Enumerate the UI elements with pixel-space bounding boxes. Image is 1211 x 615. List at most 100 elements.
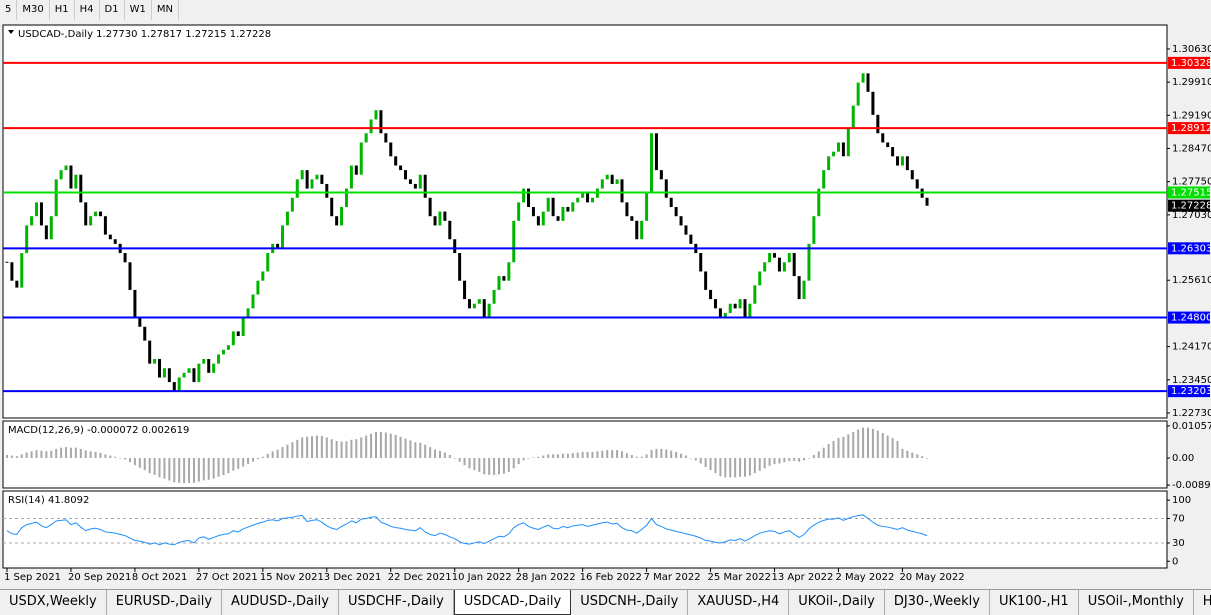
timeframe-toolbar: 5 M30 H1 H4 D1 W1 MN <box>0 0 179 20</box>
candle <box>162 368 166 378</box>
x-tick-label: 27 Oct 2021 <box>196 572 258 583</box>
candle <box>418 174 422 189</box>
candle <box>172 382 176 392</box>
candle <box>448 220 452 240</box>
chart-tab[interactable]: EURUSD-,Daily <box>107 590 223 615</box>
chart-tab[interactable]: USDCAD-,Daily <box>453 590 572 615</box>
timeframe-button[interactable]: D1 <box>100 0 125 20</box>
macd-bar <box>335 441 338 458</box>
macd-bar <box>6 454 8 458</box>
timeframe-button[interactable]: H1 <box>50 0 75 20</box>
x-tick-label: 8 Oct 2021 <box>132 572 187 583</box>
candle <box>108 234 112 240</box>
chart-tab[interactable]: UK100-,H1 <box>990 590 1079 615</box>
chart-tab[interactable]: USDCHF-,Daily <box>339 590 454 615</box>
candle <box>369 119 373 134</box>
candle <box>674 206 678 217</box>
candle <box>817 188 821 217</box>
chart-tab[interactable]: UKOil-,Daily <box>789 590 885 615</box>
candle <box>438 211 442 226</box>
candle <box>335 216 339 226</box>
candle <box>590 197 594 203</box>
panel-border <box>2 24 1168 419</box>
candle <box>517 202 521 221</box>
macd-bar <box>94 451 97 458</box>
chart-tab[interactable]: HK50- <box>1194 590 1211 615</box>
candle <box>10 262 14 281</box>
y-tick-label: 1.28470 <box>1172 143 1211 154</box>
x-tick-label: 20 May 2022 <box>899 572 964 583</box>
macd-bar <box>867 427 869 458</box>
candle <box>394 156 398 166</box>
candle <box>600 179 604 189</box>
candle <box>758 271 762 286</box>
candle <box>684 225 688 235</box>
macd-bar <box>104 454 107 458</box>
macd-bar <box>886 435 889 458</box>
candle <box>133 289 137 318</box>
macd-bar <box>114 456 117 458</box>
candle <box>586 193 590 203</box>
candle <box>556 216 560 221</box>
candle <box>615 179 619 184</box>
macd-bar <box>507 457 510 472</box>
x-tick-label: 22 Dec 2021 <box>388 572 452 583</box>
x-tick-label: 2 May 2022 <box>835 572 894 583</box>
macd-bar <box>168 457 171 481</box>
macd-bar <box>606 450 609 458</box>
candle <box>167 368 171 383</box>
y-tick-label: 1.29910 <box>1172 77 1211 88</box>
macd-bar <box>699 457 702 464</box>
macd-bar <box>906 450 909 458</box>
chart-tab[interactable]: USDX,Weekly <box>0 590 107 615</box>
candle <box>669 197 673 207</box>
candle <box>841 142 845 157</box>
macd-bar <box>753 457 756 474</box>
chart-tab[interactable]: AUDUSD-,Daily <box>222 590 339 615</box>
candle <box>886 142 890 148</box>
y-tick-label: 0 <box>1172 556 1178 567</box>
macd-bar <box>291 442 294 458</box>
macd-bar <box>237 457 240 469</box>
candle <box>709 289 713 300</box>
candle <box>546 197 550 212</box>
candle <box>276 243 280 249</box>
timeframe-button[interactable]: 5 <box>0 0 18 20</box>
macd-bar <box>173 457 176 483</box>
timeframe-button[interactable]: M30 <box>17 0 50 20</box>
candle <box>138 317 142 327</box>
timeframe-button[interactable]: MN <box>152 0 179 20</box>
chart-tab[interactable]: DJ30-,Weekly <box>885 590 990 615</box>
chart-tab[interactable]: USOil-,Monthly <box>1079 590 1194 615</box>
timeframe-button[interactable]: W1 <box>125 0 152 20</box>
macd-bar <box>709 457 712 471</box>
macd-bar <box>143 457 146 471</box>
candle <box>49 216 53 240</box>
candle <box>177 377 181 392</box>
chart-tab[interactable]: USDCNH-,Daily <box>571 590 689 615</box>
y-tick-label: 1.29190 <box>1172 110 1211 121</box>
macd-bar <box>404 438 407 458</box>
candle <box>349 165 353 189</box>
candle <box>679 216 683 226</box>
candle <box>89 216 93 226</box>
macd-bar <box>581 451 584 458</box>
macd-bar <box>502 457 505 474</box>
candle <box>217 354 221 364</box>
macd-bar <box>822 447 825 458</box>
macd-bar <box>807 457 810 459</box>
macd-bar <box>517 457 520 465</box>
candle <box>753 285 757 304</box>
macd-bar <box>247 457 250 465</box>
macd-bar <box>409 440 412 458</box>
macd-bar <box>60 447 63 458</box>
macd-bar <box>473 457 476 471</box>
current-price: 1.27228 <box>1171 201 1211 212</box>
chart-tab[interactable]: XAUUSD-,H4 <box>688 590 790 615</box>
macd-bar <box>724 457 727 478</box>
timeframe-button[interactable]: H4 <box>75 0 100 20</box>
macd-bar <box>202 457 205 481</box>
candle <box>192 368 196 383</box>
candle <box>433 216 437 226</box>
